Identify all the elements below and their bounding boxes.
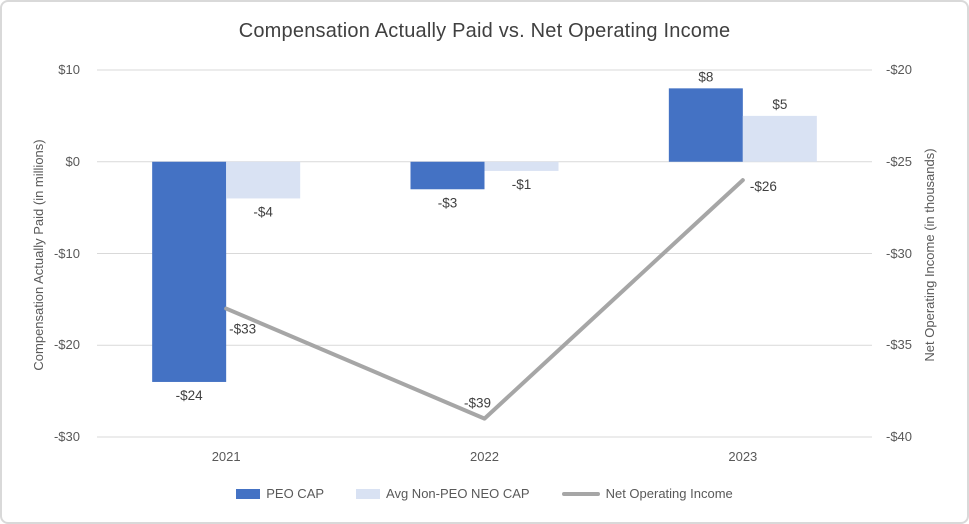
legend-item-avg-non-peo-neo-cap: Avg Non-PEO NEO CAP (356, 486, 530, 501)
left-axis-tick-label: -$30 (53, 429, 80, 444)
legend-item-net-operating-income: Net Operating Income (561, 486, 733, 501)
category-label-2022: 2022 (470, 449, 499, 464)
line-data-label: -$33 (229, 322, 256, 337)
legend-label: Avg Non-PEO NEO CAP (386, 486, 530, 501)
left-axis-title: Compensation Actually Paid (in millions) (31, 139, 46, 371)
bar-peo-cap-2023 (668, 88, 743, 162)
right-axis-tick-label: -$25 (886, 153, 913, 169)
bar-avg-non-peo-neo-cap-2022 (484, 161, 559, 171)
bar-avg-non-peo-neo-cap-2023 (742, 115, 817, 162)
bar-data-label: $8 (698, 69, 713, 84)
bar-data-label: $5 (772, 97, 787, 112)
line-data-label: -$39 (464, 396, 491, 411)
legend-bar-marker-icon (356, 488, 381, 499)
left-axis-tick-label: -$10 (53, 245, 80, 261)
right-axis-tick-label: -$30 (886, 245, 913, 261)
legend-label: PEO CAP (266, 486, 325, 501)
legend-label: Net Operating Income (605, 486, 733, 501)
right-axis-tick-label: -$40 (886, 429, 913, 444)
bar-peo-cap-2022 (410, 161, 485, 190)
bar-data-label: -$4 (253, 204, 273, 219)
right-axis-tick-label: -$35 (886, 337, 913, 353)
left-axis-tick-label: $0 (65, 153, 80, 169)
left-axis-tick-label: -$20 (53, 337, 80, 353)
bar-data-label: -$3 (438, 195, 458, 210)
bar-data-label: -$24 (176, 388, 204, 403)
line-data-label: -$26 (750, 179, 777, 194)
bar-data-label: -$1 (512, 177, 532, 192)
category-label-2023: 2023 (728, 449, 758, 464)
legend-item-peo-cap: PEO CAP (236, 486, 324, 501)
bar-avg-non-peo-neo-cap-2021 (226, 161, 301, 199)
legend: PEO CAP Avg Non-PEO NEO CAP Net Operating … (2, 486, 967, 501)
category-label-2021: 2021 (211, 449, 241, 464)
right-axis-title: Net Operating Income (in thousands) (922, 148, 937, 362)
legend-bar-marker-icon (236, 488, 261, 499)
line-net-operating-income (224, 178, 745, 421)
right-axis-tick-label: -$20 (886, 62, 913, 77)
bar-peo-cap-2021 (152, 161, 227, 382)
chart-title: Compensation Actually Paid vs. Net Opera… (238, 20, 731, 42)
left-axis-tick-label: $10 (58, 62, 80, 77)
legend-line-marker-icon (561, 491, 600, 496)
